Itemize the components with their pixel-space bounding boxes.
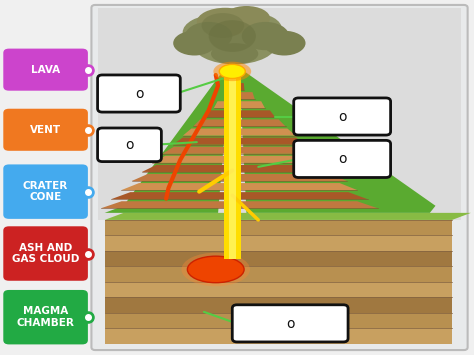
Polygon shape bbox=[101, 201, 378, 208]
Polygon shape bbox=[152, 156, 327, 163]
Polygon shape bbox=[173, 138, 306, 145]
FancyBboxPatch shape bbox=[232, 305, 348, 342]
Ellipse shape bbox=[211, 43, 258, 64]
Ellipse shape bbox=[225, 13, 282, 45]
FancyBboxPatch shape bbox=[3, 49, 88, 91]
Polygon shape bbox=[105, 235, 452, 251]
Bar bbox=[98, 8, 462, 220]
Polygon shape bbox=[105, 297, 452, 313]
Polygon shape bbox=[105, 313, 452, 328]
Polygon shape bbox=[234, 83, 245, 90]
Polygon shape bbox=[142, 165, 337, 172]
Ellipse shape bbox=[223, 6, 270, 31]
Polygon shape bbox=[229, 78, 236, 259]
Text: VENT: VENT bbox=[30, 125, 61, 135]
FancyBboxPatch shape bbox=[3, 226, 88, 281]
Polygon shape bbox=[224, 75, 241, 259]
Ellipse shape bbox=[173, 31, 216, 55]
Ellipse shape bbox=[209, 20, 256, 52]
Text: o: o bbox=[338, 152, 346, 166]
Polygon shape bbox=[224, 92, 255, 99]
Text: o: o bbox=[126, 138, 134, 152]
Polygon shape bbox=[105, 251, 452, 266]
Polygon shape bbox=[183, 129, 296, 136]
Polygon shape bbox=[203, 110, 275, 118]
Ellipse shape bbox=[185, 22, 232, 50]
Text: o: o bbox=[286, 317, 295, 331]
Polygon shape bbox=[132, 174, 347, 181]
FancyBboxPatch shape bbox=[91, 5, 468, 350]
Polygon shape bbox=[105, 328, 452, 344]
FancyBboxPatch shape bbox=[294, 140, 391, 178]
Polygon shape bbox=[105, 68, 230, 213]
Ellipse shape bbox=[213, 62, 251, 81]
FancyBboxPatch shape bbox=[3, 109, 88, 151]
Polygon shape bbox=[105, 282, 452, 297]
Polygon shape bbox=[239, 68, 436, 213]
Text: CRATER
CONE: CRATER CONE bbox=[23, 181, 68, 202]
Polygon shape bbox=[105, 266, 452, 282]
Ellipse shape bbox=[201, 13, 244, 38]
Text: LAVA: LAVA bbox=[31, 65, 60, 75]
Ellipse shape bbox=[263, 31, 306, 55]
FancyBboxPatch shape bbox=[98, 128, 161, 162]
FancyBboxPatch shape bbox=[3, 164, 88, 219]
Text: o: o bbox=[338, 110, 346, 124]
Polygon shape bbox=[105, 213, 471, 220]
Polygon shape bbox=[163, 147, 316, 154]
Polygon shape bbox=[193, 119, 285, 126]
Polygon shape bbox=[121, 183, 357, 190]
Ellipse shape bbox=[242, 22, 289, 50]
Polygon shape bbox=[111, 192, 368, 199]
Polygon shape bbox=[105, 220, 452, 235]
Text: o: o bbox=[135, 87, 144, 101]
FancyBboxPatch shape bbox=[98, 75, 180, 112]
Ellipse shape bbox=[192, 22, 277, 64]
Ellipse shape bbox=[187, 256, 244, 283]
Ellipse shape bbox=[182, 253, 250, 286]
Ellipse shape bbox=[219, 64, 245, 78]
Text: ASH AND
GAS CLOUD: ASH AND GAS CLOUD bbox=[12, 243, 79, 264]
Ellipse shape bbox=[182, 15, 249, 50]
Text: MAGMA
CHAMBER: MAGMA CHAMBER bbox=[17, 306, 74, 328]
FancyBboxPatch shape bbox=[3, 290, 88, 344]
Polygon shape bbox=[214, 101, 265, 108]
Ellipse shape bbox=[197, 8, 254, 36]
FancyBboxPatch shape bbox=[294, 98, 391, 135]
